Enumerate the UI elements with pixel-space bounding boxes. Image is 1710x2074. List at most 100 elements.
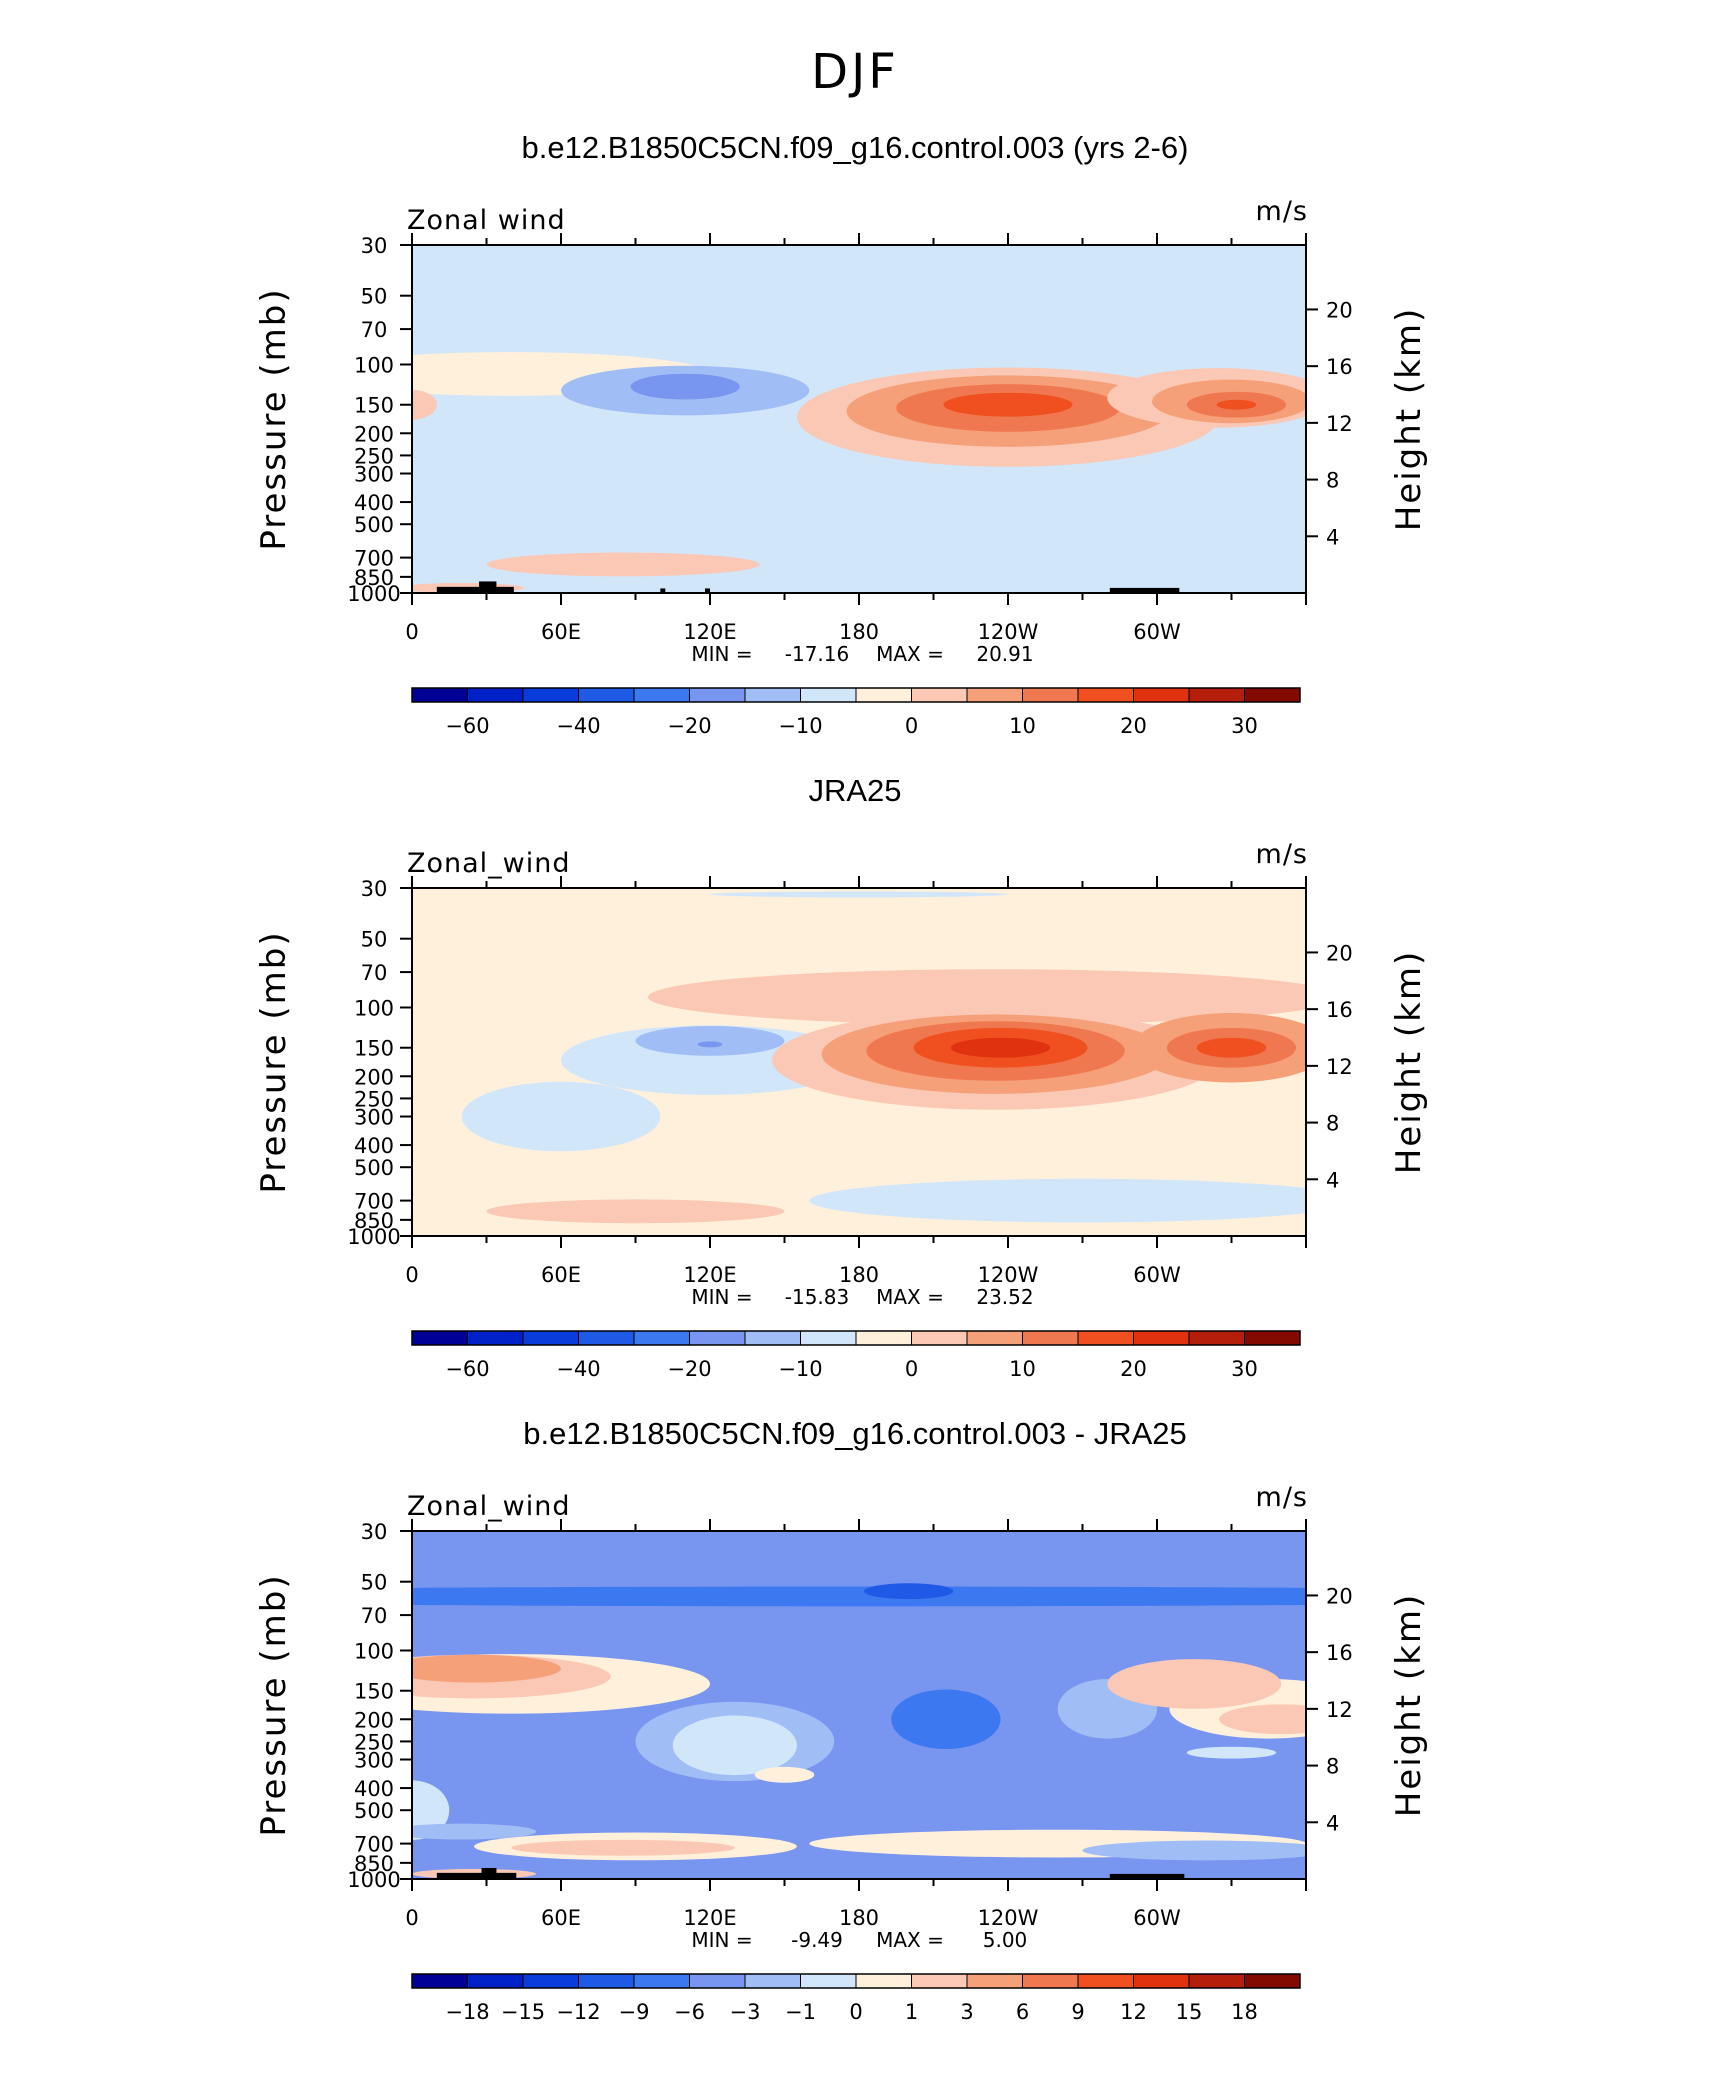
x-tick-label: 180 [839,620,879,644]
y-tick-label: 700 [354,547,394,571]
contour-region [412,1586,1306,1607]
colorbar-box [1133,687,1190,703]
colorbar-box [966,687,1023,703]
colorbar-label: −20 [667,714,711,738]
colorbar-label: −10 [778,1357,822,1381]
y-tick-label: 500 [354,513,394,537]
x-tick-label: 120W [978,620,1039,644]
colorbar-label: 1 [905,2000,918,2024]
height-tick-label: 4 [1326,525,1339,549]
colorbar-label: −20 [667,1357,711,1381]
figure-title: DJF [811,44,899,100]
colorbar-label: 20 [1120,1357,1147,1381]
x-tick-label: 120E [683,1263,736,1287]
x-tick-label: 120E [683,1906,736,1930]
contour-region [1216,399,1257,410]
colorbar-box [911,1973,968,1989]
colorbar-label: 30 [1231,714,1258,738]
contour-region [412,389,437,420]
colorbar-box [633,1330,690,1346]
colorbar-box [744,687,801,703]
panel-2-title: JRA25 [808,773,902,808]
colorbar-label: 6 [1016,2000,1029,2024]
y-tick-label: 200 [354,1708,394,1732]
colorbar-label: −3 [730,2000,761,2024]
colorbar-box [1188,687,1245,703]
contour-region [511,1839,735,1856]
contour-region [697,1041,723,1048]
colorbar-box [522,687,579,703]
y-tick-label: 150 [354,1037,394,1061]
y-tick-label: 400 [354,1777,394,1801]
y-tick-label: 70 [361,1604,388,1628]
colorbar-box [1244,1973,1301,1989]
contour-field [412,888,1306,1236]
topography-mask [1109,1873,1185,1879]
x-tick-label: 180 [839,1263,879,1287]
colorbar-box [744,1973,801,1989]
y-tick-label: 200 [354,1065,394,1089]
contour-region [412,251,1306,296]
colorbar-box [1244,1330,1301,1346]
colorbar-box [911,1330,968,1346]
y-tick-label: 70 [361,961,388,985]
topography-mask [436,1872,517,1879]
colorbar-box [855,1973,912,1989]
y-tick-label: 700 [354,1833,394,1857]
y-tick-label: 500 [354,1156,394,1180]
colorbar-label: −10 [778,714,822,738]
colorbar-box [855,1330,912,1346]
y-tick-label: 30 [361,877,388,901]
contour-region [648,969,1306,1025]
colorbar-label: −15 [501,2000,545,2024]
panel-3-chart: 0 60E 120E 180 120W 60W3050701001502002503004… [254,1482,1429,2024]
contour-region [1186,1746,1277,1759]
right-axis-label: Height (km) [1389,1593,1429,1818]
topography-mask [1109,587,1180,593]
y-tick-label: 70 [361,318,388,342]
contour-region [630,373,740,400]
x-tick-label: 60W [1133,620,1181,644]
panel-1-title: b.e12.B1850C5CN.f09_g16.control.003 (yrs… [521,130,1189,165]
colorbar-label: 18 [1231,2000,1258,2024]
colorbar-label: 20 [1120,714,1147,738]
contour-region [809,575,1108,590]
height-tick-label: 8 [1326,469,1339,493]
panel-3-title: b.e12.B1850C5CN.f09_g16.control.003 - JR… [523,1416,1187,1451]
min-label: MIN = [691,1928,752,1952]
min-label: MIN = [691,1285,752,1309]
height-tick-label: 8 [1326,1112,1339,1136]
height-tick-label: 12 [1326,1698,1353,1722]
height-tick-label: 16 [1326,998,1353,1022]
y-axis-label: Pressure (mb) [254,930,294,1193]
y-tick-label: 250 [354,1087,394,1111]
min-label: MIN = [691,642,752,666]
y-tick-label: 100 [354,1639,394,1663]
colorbar-box [467,1330,524,1346]
colorbar-box [1022,1973,1079,1989]
colorbar-label: −40 [556,714,600,738]
colorbar-label: −40 [556,1357,600,1381]
colorbar-box [855,687,912,703]
colorbar-label: 10 [1009,1357,1036,1381]
y-tick-label: 700 [354,1190,394,1214]
y-tick-label: 50 [361,285,388,309]
contour-region [1082,1840,1306,1861]
contour-region [1107,1659,1282,1709]
colorbar-box [1244,687,1301,703]
contour-region [486,552,760,577]
colorbar-label: −18 [445,2000,489,2024]
height-tick-label: 4 [1326,1811,1339,1835]
max-value: 23.52 [976,1285,1033,1309]
topography-mask [481,1867,497,1879]
colorbar-box [1133,1330,1190,1346]
units-label: m/s [1256,1482,1308,1513]
y-tick-label: 100 [354,353,394,377]
x-tick-label: 120W [978,1906,1039,1930]
max-value: 20.91 [976,642,1033,666]
colorbar-box [578,687,635,703]
colorbar-label: −6 [674,2000,705,2024]
variable-label: Zonal_wind [407,848,571,879]
x-tick-label: 60W [1133,1263,1181,1287]
y-tick-label: 300 [354,1106,394,1130]
